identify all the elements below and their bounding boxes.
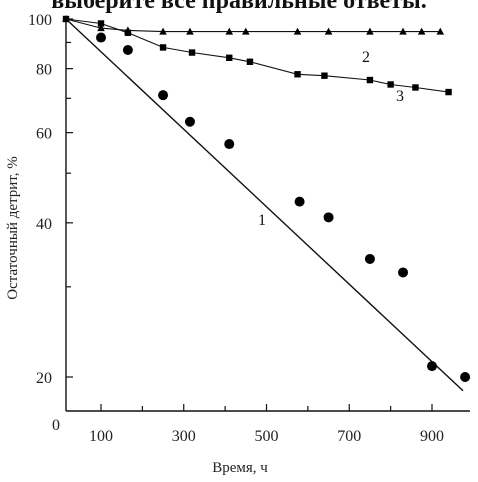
data-point	[436, 27, 445, 35]
data-point	[417, 27, 426, 35]
y-tick-label: 60	[36, 126, 52, 143]
y-tick-label: 80	[36, 62, 52, 79]
series-2: 2	[62, 15, 445, 66]
x-tick-label: 0	[52, 417, 60, 434]
data-point	[412, 84, 419, 91]
data-point	[427, 361, 437, 372]
series-1: 1	[65, 18, 471, 392]
data-point	[96, 32, 106, 43]
data-point	[460, 372, 471, 382]
data-point	[294, 71, 301, 78]
y-axis-title: Остаточный детрит, %	[5, 156, 21, 299]
data-point	[224, 139, 235, 150]
data-point	[158, 90, 169, 101]
series-1-label: 1	[258, 212, 266, 229]
series-1-fit-line	[65, 18, 464, 392]
series-2-label: 2	[362, 49, 370, 66]
data-point	[184, 116, 195, 127]
y-tick-label: 100	[28, 12, 52, 29]
data-point	[321, 72, 328, 79]
data-point	[324, 27, 333, 35]
data-point	[225, 27, 234, 35]
data-point	[159, 27, 167, 35]
data-point	[124, 29, 132, 36]
data-point	[226, 54, 233, 61]
data-point	[445, 88, 452, 96]
data-point	[323, 212, 334, 223]
series-2-line	[65, 18, 441, 33]
data-point	[159, 44, 167, 51]
chart-axes	[65, 19, 470, 412]
y-tick-label: 40	[36, 216, 52, 233]
data-point	[97, 20, 105, 27]
question-header-text: выберите все правильные ответы.	[51, 0, 427, 14]
data-point	[97, 24, 105, 32]
x-axis-title: Время, ч	[212, 460, 268, 476]
series-3: 3	[62, 15, 452, 105]
data-point	[387, 81, 394, 88]
series-3-label: 3	[396, 88, 404, 105]
x-tick-label: 300	[172, 428, 196, 445]
data-point	[188, 49, 196, 56]
x-tick-label: 100	[89, 428, 113, 445]
data-point	[399, 27, 407, 35]
data-point	[246, 58, 254, 65]
data-point	[62, 15, 70, 23]
data-point	[366, 27, 374, 35]
data-point	[364, 253, 375, 264]
data-point	[186, 27, 194, 35]
chart-series: 1 2 3	[62, 15, 471, 392]
y-tick-label: 20	[36, 370, 52, 387]
x-tick-label: 900	[420, 428, 444, 445]
data-point	[293, 27, 302, 35]
x-tick-label: 500	[255, 428, 279, 445]
data-point	[122, 44, 133, 55]
x-tick-label: 700	[337, 428, 361, 445]
data-point	[366, 76, 374, 84]
data-point	[294, 196, 305, 207]
data-point	[398, 267, 409, 278]
chart-ticks: 0 100 300 500 700 900 20 40 60 80 100	[28, 12, 444, 445]
data-point	[242, 27, 250, 35]
